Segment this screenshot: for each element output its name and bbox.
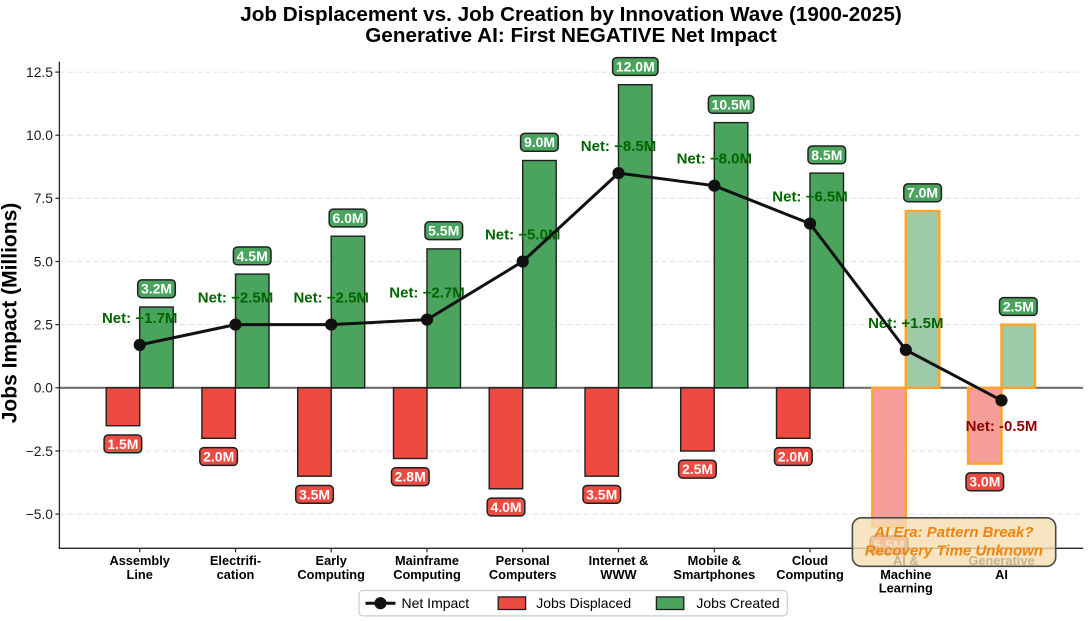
- svg-text:Recovery Time Unknown: Recovery Time Unknown: [865, 542, 1043, 559]
- svg-text:2.5M: 2.5M: [682, 461, 713, 477]
- svg-text:Cloud: Cloud: [792, 553, 828, 568]
- svg-text:AI: AI: [995, 567, 1008, 582]
- svg-text:12.5: 12.5: [26, 65, 53, 80]
- svg-text:12.0M: 12.0M: [616, 58, 655, 74]
- svg-text:Net: +2.5M: Net: +2.5M: [198, 290, 273, 307]
- svg-text:3.5M: 3.5M: [299, 486, 330, 502]
- svg-text:Jobs Displaced: Jobs Displaced: [536, 595, 631, 611]
- svg-text:2.5M: 2.5M: [1003, 298, 1034, 314]
- svg-text:Personal: Personal: [496, 553, 550, 568]
- svg-text:cation: cation: [217, 567, 255, 582]
- svg-text:Computing: Computing: [776, 567, 844, 582]
- svg-text:4.0M: 4.0M: [490, 499, 521, 515]
- svg-text:Computing: Computing: [393, 567, 461, 582]
- svg-text:5.5M: 5.5M: [428, 223, 459, 239]
- svg-text:7.0M: 7.0M: [907, 185, 938, 201]
- svg-text:2.0M: 2.0M: [203, 448, 234, 464]
- svg-text:Mobile &: Mobile &: [688, 553, 741, 568]
- svg-text:Computing: Computing: [297, 567, 365, 582]
- svg-text:−5.0: −5.0: [26, 507, 54, 522]
- svg-text:Net: +8.5M: Net: +8.5M: [581, 138, 656, 155]
- svg-text:10.0: 10.0: [26, 128, 53, 143]
- svg-text:2.8M: 2.8M: [395, 469, 426, 485]
- svg-text:Net: +2.5M: Net: +2.5M: [293, 290, 368, 307]
- svg-text:Net Impact: Net Impact: [402, 595, 470, 611]
- svg-text:2.5: 2.5: [34, 317, 54, 332]
- svg-text:Learning: Learning: [879, 580, 933, 595]
- svg-text:3.0M: 3.0M: [969, 474, 1000, 490]
- svg-text:AI Era: Pattern Break?: AI Era: Pattern Break?: [873, 524, 1033, 541]
- svg-text:0.0: 0.0: [34, 381, 54, 396]
- svg-text:Smartphones: Smartphones: [673, 567, 755, 582]
- svg-text:Generative AI: First NEGATIVE: Generative AI: First NEGATIVE Net Impact: [365, 24, 777, 47]
- svg-text:Mainframe: Mainframe: [395, 553, 459, 568]
- svg-text:5.0: 5.0: [34, 254, 54, 269]
- svg-text:Line: Line: [127, 567, 153, 582]
- svg-text:Net: +1.7M: Net: +1.7M: [102, 310, 177, 327]
- svg-text:9.0M: 9.0M: [524, 134, 555, 150]
- svg-text:8.5M: 8.5M: [811, 147, 842, 163]
- svg-text:7.5: 7.5: [34, 191, 54, 206]
- svg-text:Jobs Created: Jobs Created: [696, 595, 779, 611]
- svg-text:Computers: Computers: [489, 567, 557, 582]
- svg-text:Net: +6.5M: Net: +6.5M: [772, 189, 847, 206]
- svg-text:Assembly: Assembly: [109, 553, 170, 568]
- svg-text:Net: +5.0M: Net: +5.0M: [485, 226, 560, 243]
- svg-text:Jobs Impact (Millions): Jobs Impact (Millions): [0, 203, 22, 424]
- svg-text:Machine: Machine: [880, 567, 931, 582]
- svg-text:Net: +2.7M: Net: +2.7M: [389, 285, 464, 302]
- svg-text:Job Displacement vs. Job Creat: Job Displacement vs. Job Creation by Inn…: [240, 3, 901, 26]
- svg-text:−2.5: −2.5: [26, 444, 54, 459]
- svg-text:Net: +1.5M: Net: +1.5M: [868, 315, 943, 332]
- svg-text:3.2M: 3.2M: [141, 281, 172, 297]
- svg-text:10.5M: 10.5M: [712, 96, 751, 112]
- svg-text:6.0M: 6.0M: [332, 210, 363, 226]
- svg-text:Early: Early: [316, 553, 348, 568]
- svg-text:4.5M: 4.5M: [237, 248, 268, 264]
- svg-text:Internet &: Internet &: [589, 553, 649, 568]
- svg-text:3.5M: 3.5M: [586, 486, 617, 502]
- svg-text:2.0M: 2.0M: [778, 448, 809, 464]
- svg-text:Electrifi-: Electrifi-: [210, 553, 261, 568]
- svg-text:Net: +8.0M: Net: +8.0M: [677, 151, 752, 168]
- svg-text:1.5M: 1.5M: [107, 436, 138, 452]
- svg-text:Net: -0.5M: Net: -0.5M: [966, 418, 1038, 435]
- svg-text:WWW: WWW: [600, 567, 637, 582]
